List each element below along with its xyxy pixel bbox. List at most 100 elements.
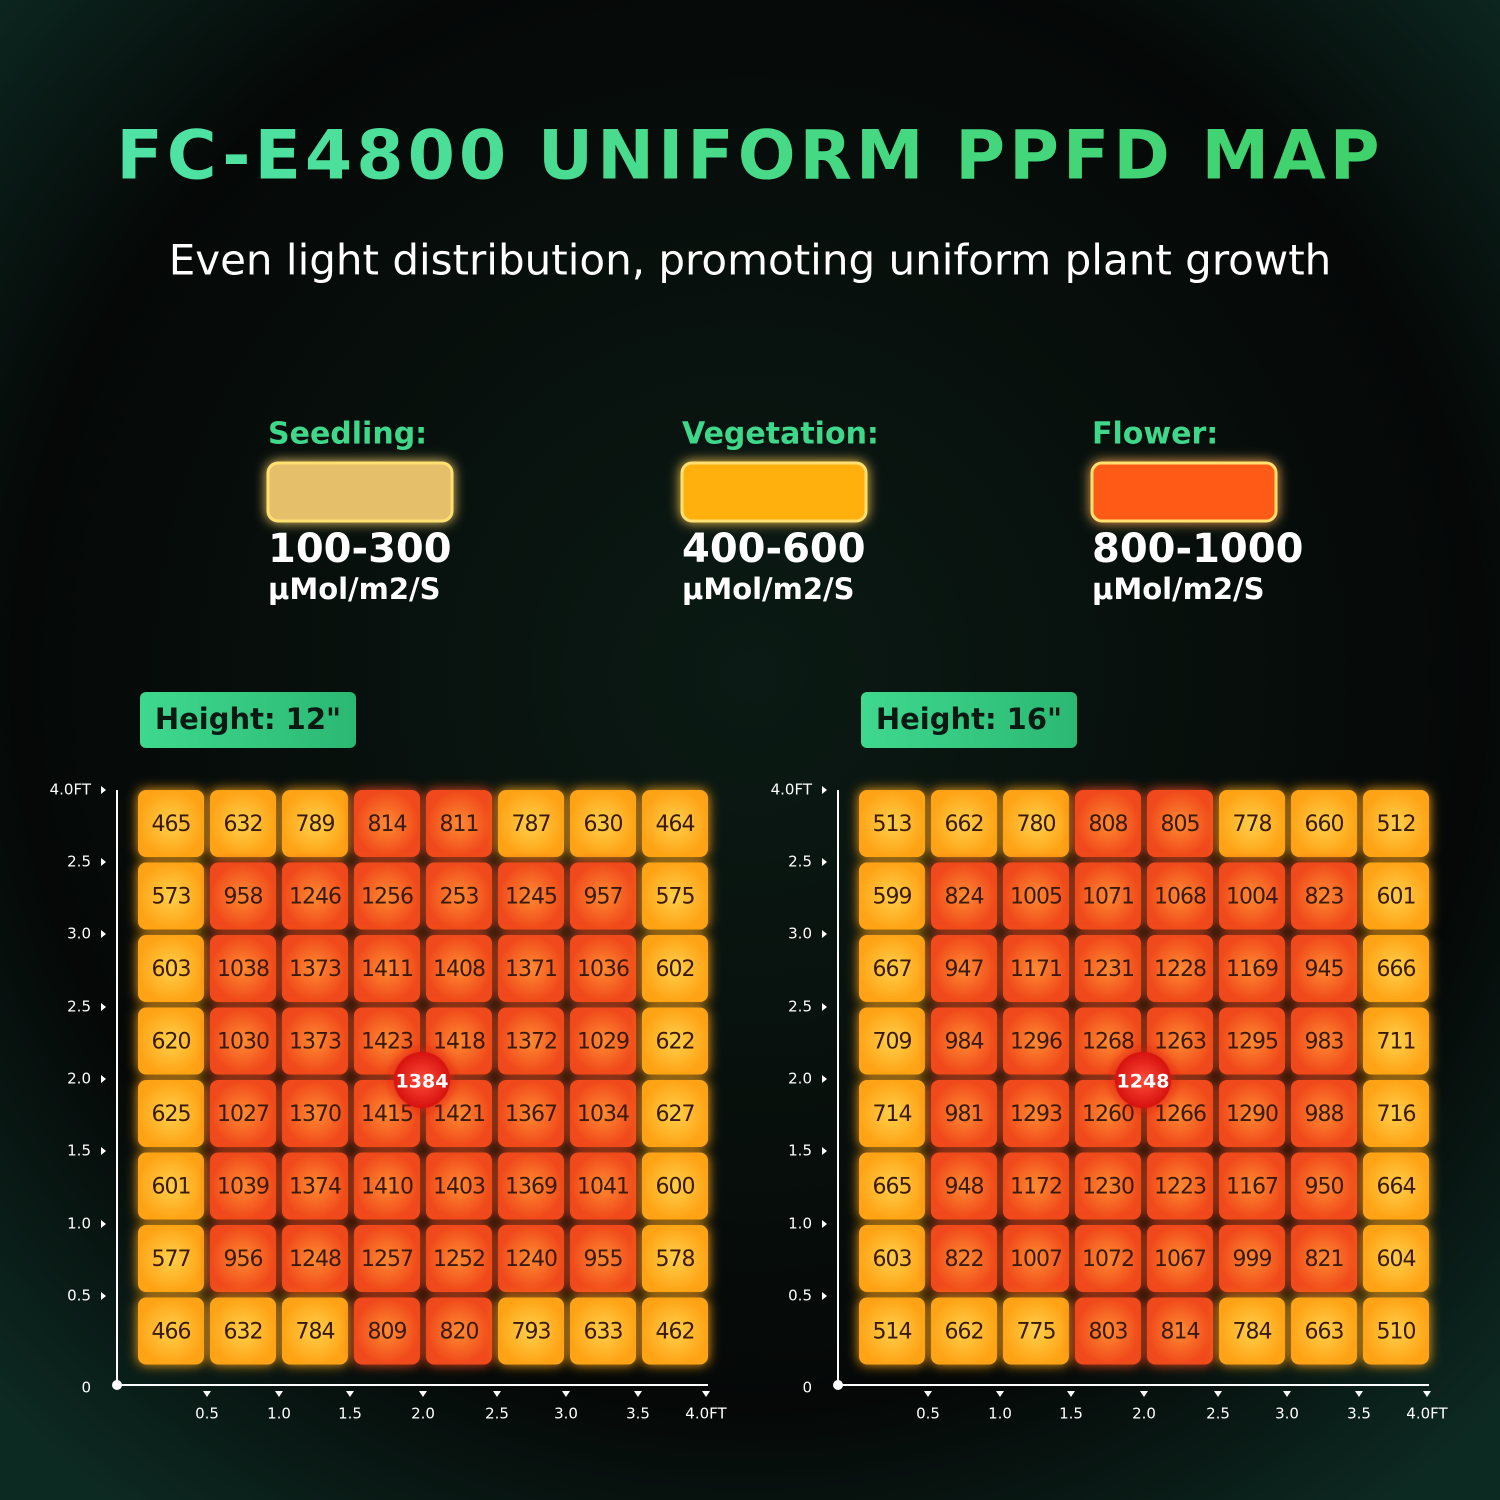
- ppfd-cell: [282, 1225, 348, 1292]
- subtitle: Even light distribution, promoting unifo…: [169, 236, 1332, 285]
- ppfd-cell: [931, 935, 997, 1002]
- y-tick: [101, 1292, 106, 1300]
- ppfd-cell: [498, 1080, 564, 1147]
- ppfd-cell: [642, 790, 708, 857]
- legend-swatch: [1090, 461, 1278, 523]
- ppfd-cell: [1147, 1007, 1213, 1075]
- title: FC-E4800 UNIFORM PPFD MAP: [116, 117, 1383, 196]
- ppfd-value: 1369: [505, 1175, 557, 1200]
- ppfd-value: 805: [1161, 812, 1200, 837]
- y-tick: [822, 1220, 827, 1228]
- y-tick: [101, 858, 106, 866]
- ppfd-value: 1418: [433, 1030, 485, 1055]
- ppfd-value: 1172: [1010, 1175, 1062, 1200]
- x-tick: [634, 1391, 642, 1397]
- ppfd-cell: [498, 790, 564, 857]
- ppfd-value: 1293: [1010, 1102, 1062, 1127]
- ppfd-value: 714: [873, 1102, 912, 1127]
- y-label: 2.5: [67, 998, 91, 1016]
- ppfd-value: 1240: [505, 1247, 557, 1272]
- ppfd-value: 1252: [433, 1247, 485, 1272]
- ppfd-value: 1223: [1154, 1175, 1206, 1200]
- ppfd-cell: [570, 1297, 636, 1365]
- ppfd-value: 665: [873, 1175, 912, 1200]
- ppfd-value: 603: [873, 1247, 912, 1272]
- ppfd-value: 1257: [361, 1247, 413, 1272]
- x-tick: [562, 1391, 570, 1397]
- ppfd-cell: [498, 1007, 564, 1075]
- x-label: 2.0: [1132, 1405, 1156, 1423]
- ppfd-value: 1005: [1010, 885, 1062, 910]
- ppfd-value: 1027: [217, 1102, 269, 1127]
- ppfd-cell: [1003, 1080, 1069, 1147]
- ppfd-cell: [210, 790, 276, 857]
- ppfd-cell: [1219, 1007, 1285, 1075]
- ppfd-value: 1071: [1082, 885, 1134, 910]
- ppfd-cell: [210, 1080, 276, 1147]
- ppfd-cell: [1291, 935, 1357, 1002]
- ppfd-value: 1415: [361, 1102, 413, 1127]
- ppfd-cell: [1219, 1225, 1285, 1292]
- x-tick: [1214, 1391, 1222, 1397]
- ppfd-cell: [931, 1152, 997, 1220]
- ppfd-value: 981: [945, 1102, 984, 1127]
- ppfd-cell: [1291, 1225, 1357, 1292]
- ppfd-value: 1290: [1226, 1102, 1278, 1127]
- ppfd-cell: [1363, 1080, 1429, 1147]
- x-label: 3.5: [626, 1405, 650, 1423]
- ppfd-value: 811: [440, 812, 479, 837]
- ppfd-cell: [138, 790, 204, 857]
- ppfd-cell: [1291, 1007, 1357, 1075]
- ppfd-value: 1169: [1226, 957, 1278, 982]
- ppfd-cell: [1291, 1297, 1357, 1365]
- ppfd-value: 957: [584, 885, 623, 910]
- ppfd-value: 1295: [1226, 1030, 1278, 1055]
- ppfd-cell: [1075, 1225, 1141, 1292]
- ppfd-cell: [642, 935, 708, 1002]
- center-value: 1384: [396, 1071, 449, 1093]
- ppfd-value: 1372: [505, 1030, 557, 1055]
- ppfd-cell: [859, 1297, 925, 1365]
- ppfd-value: 787: [512, 812, 551, 837]
- ppfd-cell: [1147, 862, 1213, 930]
- ppfd-value: 513: [873, 812, 912, 837]
- ppfd-value: 466: [152, 1320, 191, 1345]
- ppfd-cell: [354, 1007, 420, 1075]
- ppfd-cell: [1075, 935, 1141, 1002]
- x-tick: [1283, 1391, 1291, 1397]
- y-label: 0.5: [67, 1287, 91, 1305]
- y-tick: [101, 1075, 106, 1083]
- ppfd-value: 660: [1305, 812, 1344, 837]
- ppfd-cell: [642, 1080, 708, 1147]
- x-label: 4.0FT: [685, 1405, 727, 1423]
- ppfd-value: 711: [1377, 1030, 1416, 1055]
- ppfd-value: 784: [1233, 1320, 1272, 1345]
- ppfd-value: 633: [584, 1320, 623, 1345]
- ppfd-cell: [282, 1007, 348, 1075]
- ppfd-value: 793: [512, 1320, 551, 1345]
- origin-label: 0: [802, 1379, 812, 1397]
- ppfd-cell: [1147, 935, 1213, 1002]
- ppfd-cell: [1003, 862, 1069, 930]
- ppfd-value: 1068: [1154, 885, 1206, 910]
- ppfd-cell: [498, 862, 564, 930]
- ppfd-value: 1373: [289, 1030, 341, 1055]
- ppfd-value: 814: [1161, 1320, 1200, 1345]
- ppfd-value: 789: [296, 812, 335, 837]
- ppfd-cell: [1075, 790, 1141, 857]
- ppfd-cell: [498, 1225, 564, 1292]
- ppfd-value: 1260: [1082, 1102, 1134, 1127]
- ppfd-cell: [426, 790, 492, 857]
- y-label: 3.0: [67, 925, 91, 943]
- ppfd-cell: [138, 1297, 204, 1365]
- ppfd-value: 1268: [1082, 1030, 1134, 1055]
- y-label: 4.0FT: [771, 781, 813, 799]
- origin-dot: [833, 1380, 843, 1390]
- ppfd-cell: [426, 1297, 492, 1365]
- legend-unit: μMol/m2/S: [268, 572, 441, 606]
- y-label: 3.0: [788, 925, 812, 943]
- ppfd-cell: [354, 1297, 420, 1365]
- ppfd-cell: [1219, 862, 1285, 930]
- ppfd-cell: [354, 1225, 420, 1292]
- ppfd-value: 950: [1305, 1175, 1344, 1200]
